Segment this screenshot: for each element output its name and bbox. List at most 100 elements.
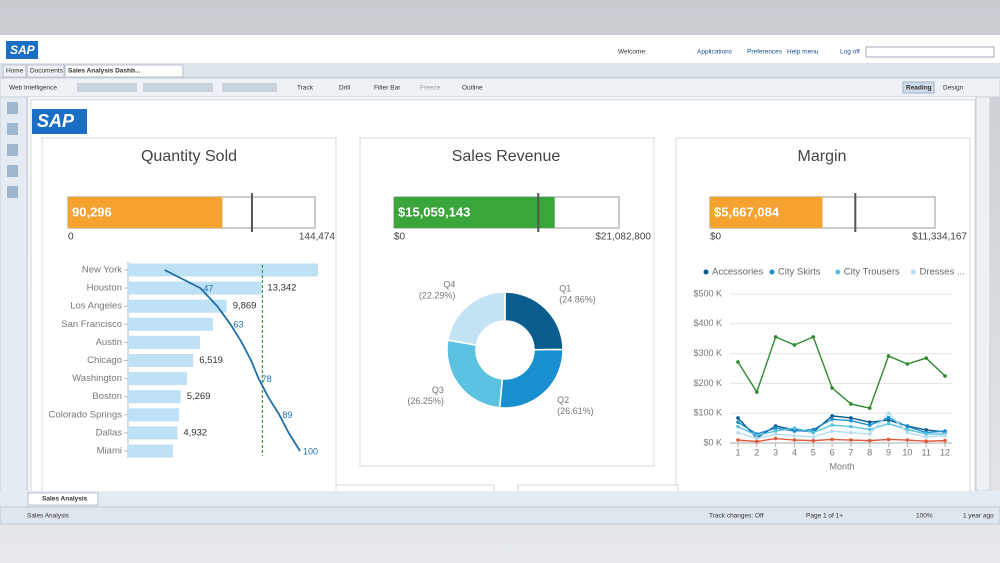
pie-value-label: (26.61%) bbox=[557, 406, 594, 416]
mode-active[interactable] bbox=[902, 81, 935, 94]
bar bbox=[128, 354, 194, 367]
line-point bbox=[849, 416, 853, 420]
legend-marker bbox=[703, 269, 709, 275]
x-tick-label: 11 bbox=[922, 447, 931, 457]
mode[interactable]: Design bbox=[943, 85, 964, 92]
pareto-label: 63 bbox=[233, 320, 243, 330]
pie-slice bbox=[498, 348, 564, 409]
bar bbox=[128, 299, 227, 313]
category-label: Dallas bbox=[96, 427, 123, 438]
side-icon[interactable] bbox=[7, 123, 18, 135]
bar-value-label: 5,269 bbox=[187, 391, 211, 402]
y-tick-label: $0 K bbox=[703, 437, 722, 447]
x-tick-label: 9 bbox=[886, 447, 891, 457]
line-point bbox=[943, 438, 947, 443]
panel-title: Quantity Sold bbox=[141, 148, 237, 165]
line-point bbox=[792, 343, 797, 347]
line-series bbox=[737, 422, 945, 437]
side-icon[interactable] bbox=[7, 186, 18, 198]
y-tick-label: $200 K bbox=[693, 378, 722, 388]
category-label: Miami bbox=[97, 446, 122, 457]
status-text[interactable]: 100% bbox=[916, 513, 933, 520]
line-point bbox=[736, 420, 740, 424]
pie-category: Q4 bbox=[443, 279, 455, 289]
x-axis-label: Month bbox=[829, 461, 854, 471]
tab-bar bbox=[0, 63, 1000, 77]
icon-group[interactable] bbox=[222, 83, 277, 92]
line-point bbox=[849, 402, 853, 406]
toolbar-item[interactable]: Filter Bar bbox=[374, 85, 401, 92]
legend-label: Dresses bbox=[920, 267, 955, 278]
gauge-value: 90,296 bbox=[72, 204, 112, 219]
line-point bbox=[886, 421, 891, 426]
tab[interactable] bbox=[2, 64, 27, 78]
line-point bbox=[830, 423, 834, 427]
bar-value-label: 6,519 bbox=[199, 355, 223, 366]
x-tick-label: 12 bbox=[940, 447, 950, 457]
x-tick-label: 2 bbox=[754, 447, 759, 457]
pareto-label: 89 bbox=[282, 410, 292, 420]
line-point bbox=[867, 432, 872, 436]
toolbar-item[interactable]: Track bbox=[297, 85, 314, 92]
x-tick-label: 5 bbox=[811, 447, 816, 457]
line-point bbox=[811, 438, 816, 443]
pie-category: Q1 bbox=[559, 284, 571, 294]
tab[interactable] bbox=[26, 64, 65, 78]
bar bbox=[128, 372, 187, 386]
icon-group[interactable] bbox=[77, 83, 137, 92]
line-point bbox=[924, 428, 928, 432]
header-logo: SAP bbox=[10, 43, 36, 57]
legend-label: City Skirts bbox=[778, 267, 821, 278]
tab-active[interactable] bbox=[64, 64, 184, 78]
scrollbar[interactable] bbox=[975, 96, 991, 492]
toolbar-item[interactable]: Outline bbox=[462, 85, 483, 92]
line-point bbox=[924, 356, 928, 360]
side-icon[interactable] bbox=[7, 165, 18, 177]
bar-value-label: 9,869 bbox=[233, 301, 257, 312]
search-box[interactable] bbox=[865, 46, 995, 58]
y-tick-label: $400 K bbox=[693, 318, 722, 328]
legend-marker bbox=[835, 269, 841, 275]
bar bbox=[128, 281, 262, 295]
toolbar-item[interactable]: Freeze bbox=[420, 85, 441, 92]
line-point bbox=[943, 433, 947, 438]
tab-label: Sales Analysis Dashb... bbox=[68, 68, 141, 75]
bar bbox=[128, 390, 181, 404]
header-link[interactable]: Applications bbox=[697, 49, 733, 56]
category-label: Los Angeles bbox=[70, 301, 122, 312]
line-series bbox=[737, 437, 946, 443]
line-series bbox=[737, 412, 946, 440]
line-point bbox=[811, 430, 816, 435]
gauge-min: 0 bbox=[68, 232, 74, 243]
line-point bbox=[736, 424, 740, 429]
side-panel bbox=[0, 96, 28, 508]
mode[interactable]: Reading bbox=[906, 85, 932, 92]
side-icon[interactable] bbox=[7, 144, 18, 156]
line-point bbox=[905, 362, 910, 366]
side-icon[interactable] bbox=[7, 102, 18, 114]
line-point bbox=[773, 429, 778, 433]
line-point bbox=[867, 427, 872, 432]
line-point bbox=[792, 426, 797, 430]
pie-value-label: (22.29%) bbox=[419, 290, 456, 300]
gauge-max: 144,474 bbox=[299, 232, 336, 243]
line-point bbox=[924, 432, 928, 436]
pie-value-label: (26.25%) bbox=[407, 396, 444, 406]
bar bbox=[128, 317, 213, 331]
bar bbox=[128, 408, 179, 422]
icon-group[interactable] bbox=[143, 83, 213, 92]
header-link[interactable]: Preferences bbox=[747, 49, 783, 56]
sheet-tab[interactable] bbox=[27, 492, 99, 506]
welcome: Welcome: bbox=[618, 49, 647, 56]
line-point bbox=[755, 433, 759, 438]
toolbar-app[interactable]: Web Intelligence bbox=[9, 85, 57, 92]
gauge-value: $5,667,084 bbox=[714, 204, 780, 219]
line-point bbox=[849, 424, 853, 429]
header-link[interactable]: Help menu bbox=[787, 49, 819, 56]
pie-slice bbox=[446, 291, 506, 346]
status-text: Page 1 of 1+ bbox=[806, 513, 843, 520]
toolbar-item[interactable]: Drill bbox=[339, 85, 351, 92]
toolbar-icons bbox=[77, 83, 277, 92]
header-link[interactable]: Log off bbox=[840, 49, 860, 56]
line-point bbox=[755, 390, 759, 394]
